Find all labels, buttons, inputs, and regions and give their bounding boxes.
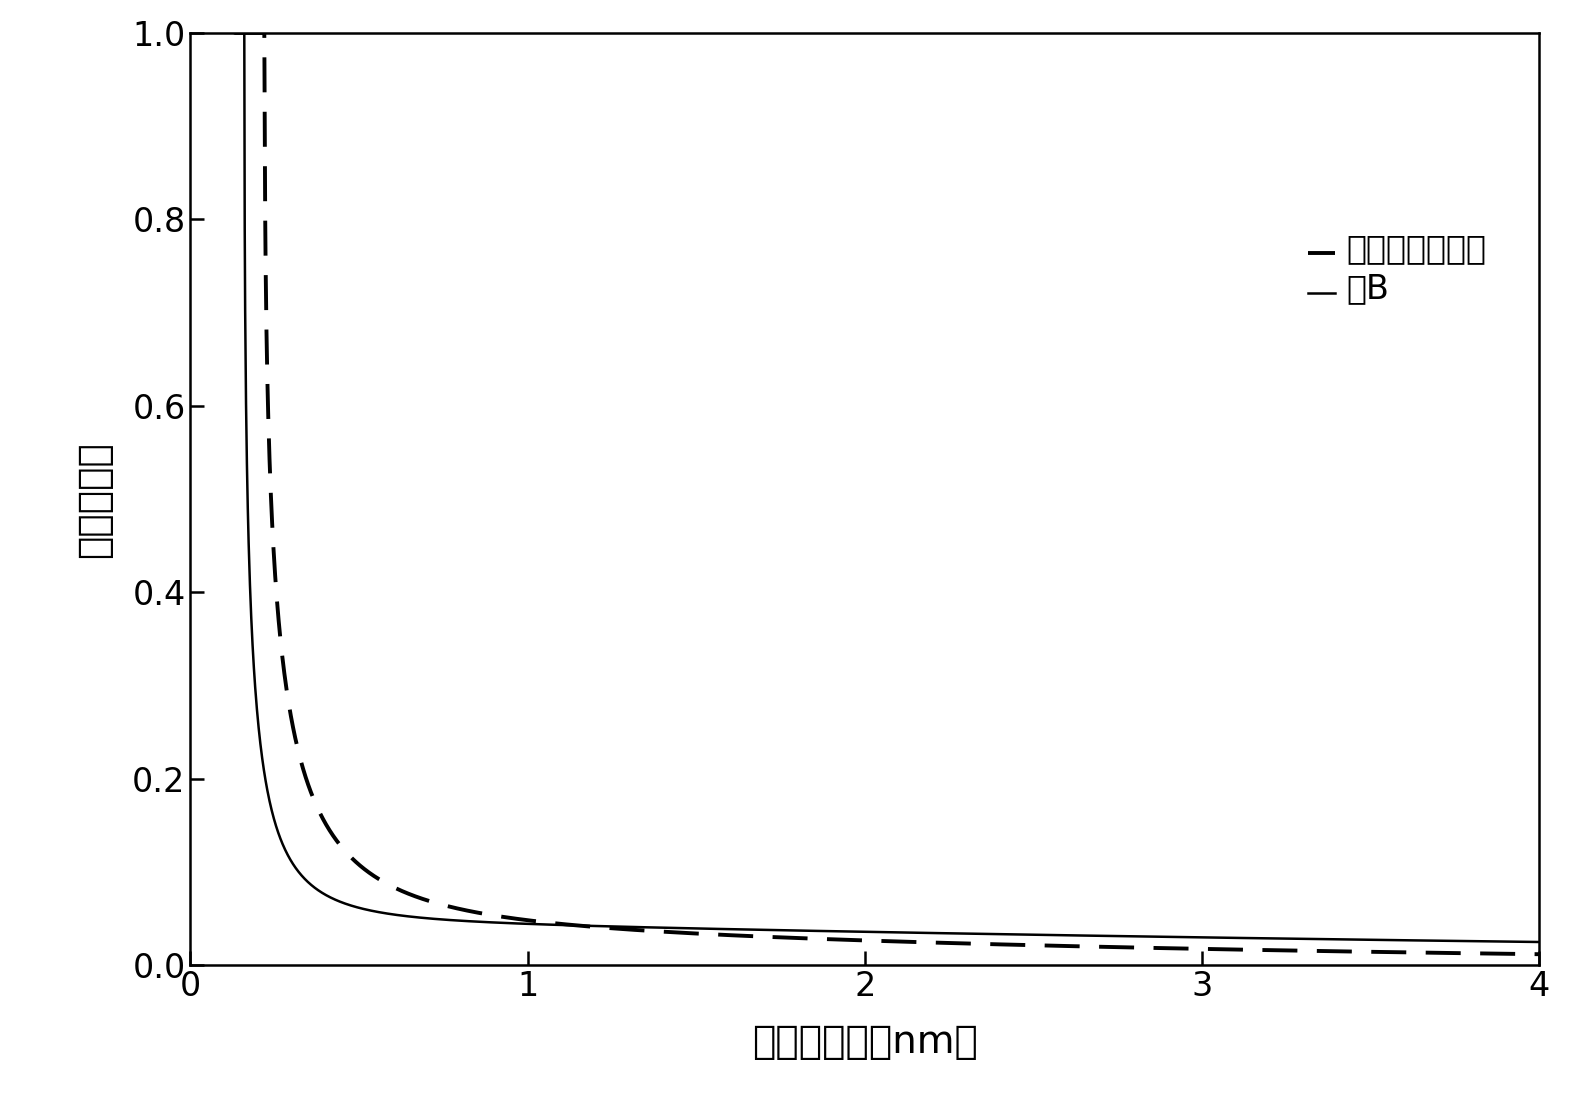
- Legend: 甲基化二氧化硅, 膜B: 甲基化二氧化硅, 膜B: [1301, 226, 1492, 310]
- Y-axis label: 标准化渗透: 标准化渗透: [75, 441, 113, 557]
- X-axis label: 开尔文直径（nm）: 开尔文直径（nm）: [752, 1022, 978, 1061]
